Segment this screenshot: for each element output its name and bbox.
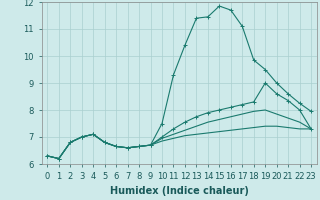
X-axis label: Humidex (Indice chaleur): Humidex (Indice chaleur) — [110, 186, 249, 196]
